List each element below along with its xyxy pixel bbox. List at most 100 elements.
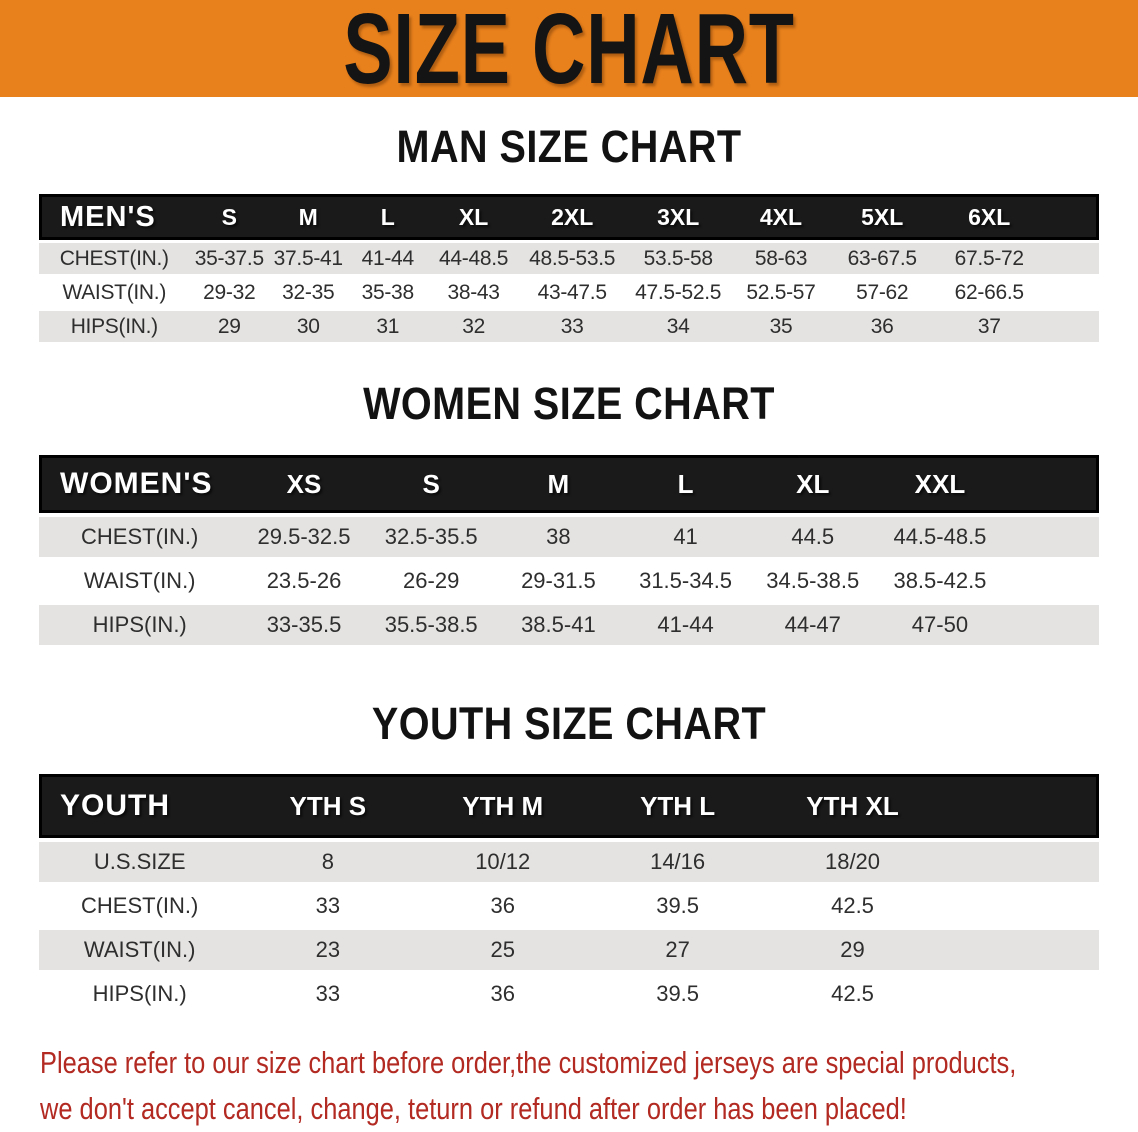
size-cell: 43-47.5 xyxy=(519,277,626,308)
size-cell: 47.5-52.5 xyxy=(625,277,732,308)
size-cell: 37 xyxy=(933,311,1045,342)
row-spacer-cell xyxy=(1003,517,1099,557)
men-size-table: MEN'S S M L XL 2XL 3XL 4XL 5XL 6XL CHEST(IN.) 35-37… xyxy=(39,191,1099,345)
size-cell: 67.5-72 xyxy=(933,243,1045,274)
size-column-header: YTH L xyxy=(590,774,766,838)
size-cell: 63-67.5 xyxy=(830,243,934,274)
size-cell: 44.5 xyxy=(749,517,877,557)
row-label: WAIST(IN.) xyxy=(39,561,241,601)
size-cell: 18/20 xyxy=(765,842,940,882)
row-label: HIPS(IN.) xyxy=(39,311,190,342)
size-cell: 38-43 xyxy=(428,277,520,308)
size-column-header: 6XL xyxy=(933,194,1045,240)
size-table-header-row: WOMEN'S XS S M L XL XXL xyxy=(39,455,1099,513)
size-cell: 14/16 xyxy=(590,842,766,882)
disclaimer-line-2: we don't accept cancel, change, teturn o… xyxy=(40,1091,907,1126)
table-row: CHEST(IN.) 33 36 39.5 42.5 xyxy=(39,886,1099,926)
size-cell: 33 xyxy=(519,311,626,342)
size-cell: 58-63 xyxy=(731,243,831,274)
size-cell: 29-31.5 xyxy=(494,561,622,601)
size-cell: 32.5-35.5 xyxy=(367,517,495,557)
table-row: CHEST(IN.) 29.5-32.5 32.5-35.5 38 41 44.5 44.5… xyxy=(39,517,1099,557)
size-cell: 34.5-38.5 xyxy=(749,561,877,601)
size-cell: 39.5 xyxy=(590,974,766,1014)
size-cell: 25 xyxy=(415,930,591,970)
size-cell: 35-38 xyxy=(347,277,428,308)
size-cell: 38.5-42.5 xyxy=(876,561,1004,601)
table-row: HIPS(IN.) 29 30 31 32 33 34 35 36 37 xyxy=(39,311,1099,342)
size-column-header: M xyxy=(269,194,348,240)
men-section-heading: MAN SIZE CHART xyxy=(396,121,742,172)
size-cell: 35.5-38.5 xyxy=(367,605,495,645)
size-column-header: 3XL xyxy=(625,194,732,240)
size-cell: 8 xyxy=(240,842,416,882)
size-cell: 33-35.5 xyxy=(240,605,368,645)
row-label: HIPS(IN.) xyxy=(39,605,241,645)
size-cell: 41-44 xyxy=(621,605,750,645)
size-cell: 36 xyxy=(415,974,591,1014)
size-chart-document: MAN SIZE CHART MEN'S S M L XL 2XL 3XL 4XL 5XL 6XL… xyxy=(0,121,1138,1132)
table-row: WAIST(IN.) 29-32 32-35 35-38 38-43 43-47.5 47.… xyxy=(39,277,1099,308)
row-spacer-cell xyxy=(939,974,1099,1014)
table-row: WAIST(IN.) 23.5-26 26-29 29-31.5 31.5-34.5 34… xyxy=(39,561,1099,601)
size-cell: 57-62 xyxy=(830,277,934,308)
size-cell: 41 xyxy=(621,517,750,557)
size-cell: 26-29 xyxy=(367,561,495,601)
size-column-header: YTH S xyxy=(240,774,416,838)
size-cell: 29 xyxy=(189,311,270,342)
row-spacer-cell xyxy=(939,930,1099,970)
row-label: CHEST(IN.) xyxy=(39,243,190,274)
header-spacer-cell xyxy=(939,774,1099,838)
size-column-header: 2XL xyxy=(519,194,626,240)
size-cell: 35-37.5 xyxy=(189,243,270,274)
row-spacer-cell xyxy=(1044,277,1099,308)
row-spacer-cell xyxy=(939,842,1099,882)
size-cell: 35 xyxy=(731,311,831,342)
size-column-header: M xyxy=(494,455,622,513)
women-size-table: WOMEN'S XS S M L XL XXL CHEST(IN.) 29.5-32.5 32.5… xyxy=(39,451,1099,649)
order-disclaimer: Please refer to our size chart before or… xyxy=(40,1040,1138,1132)
size-cell: 30 xyxy=(269,311,348,342)
size-cell: 29 xyxy=(765,930,940,970)
size-cell: 37.5-41 xyxy=(269,243,348,274)
size-cell: 36 xyxy=(830,311,934,342)
size-cell: 36 xyxy=(415,886,591,926)
size-cell: 10/12 xyxy=(415,842,591,882)
size-column-header: XS xyxy=(240,455,368,513)
size-cell: 62-66.5 xyxy=(933,277,1045,308)
size-column-header: L xyxy=(347,194,428,240)
size-chart-banner: SIZE CHART xyxy=(0,0,1138,105)
table-row: WAIST(IN.) 23 25 27 29 xyxy=(39,930,1099,970)
table-row: CHEST(IN.) 35-37.5 37.5-41 41-44 44-48.5 48.5… xyxy=(39,243,1099,274)
women-section-heading: WOMEN SIZE CHART xyxy=(363,378,775,429)
size-cell: 34 xyxy=(625,311,732,342)
size-cell: 53.5-58 xyxy=(625,243,732,274)
size-cell: 29.5-32.5 xyxy=(240,517,368,557)
row-spacer-cell xyxy=(1003,605,1099,645)
size-column-header: 5XL xyxy=(830,194,934,240)
row-label: CHEST(IN.) xyxy=(39,517,241,557)
size-cell: 38 xyxy=(494,517,622,557)
size-column-header: YTH XL xyxy=(765,774,940,838)
size-cell: 44.5-48.5 xyxy=(876,517,1004,557)
disclaimer-line-1: Please refer to our size chart before or… xyxy=(40,1045,1017,1080)
size-cell: 27 xyxy=(590,930,766,970)
size-column-header: XL xyxy=(428,194,520,240)
size-cell: 41-44 xyxy=(347,243,428,274)
row-spacer-cell xyxy=(1003,561,1099,601)
row-spacer-cell xyxy=(939,886,1099,926)
size-cell: 44-48.5 xyxy=(428,243,520,274)
row-label: U.S.SIZE xyxy=(39,842,241,882)
size-cell: 29-32 xyxy=(189,277,270,308)
size-cell: 52.5-57 xyxy=(731,277,831,308)
size-column-header: S xyxy=(189,194,270,240)
size-cell: 38.5-41 xyxy=(494,605,622,645)
size-cell: 32-35 xyxy=(269,277,348,308)
row-label: HIPS(IN.) xyxy=(39,974,241,1014)
row-label: WAIST(IN.) xyxy=(39,277,190,308)
size-table-header-row: YOUTH YTH S YTH M YTH L YTH XL xyxy=(39,774,1099,838)
size-column-header: YTH M xyxy=(415,774,591,838)
size-cell: 48.5-53.5 xyxy=(519,243,626,274)
banner-title: SIZE CHART xyxy=(343,0,795,105)
size-cell: 44-47 xyxy=(749,605,877,645)
